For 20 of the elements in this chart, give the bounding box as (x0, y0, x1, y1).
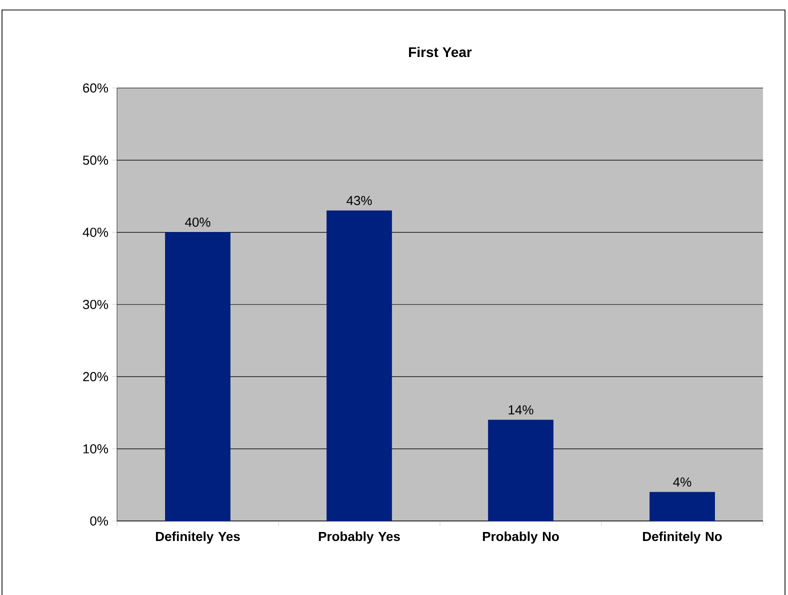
y-tick-label: 0% (90, 516, 108, 526)
bar (165, 232, 230, 522)
bar (488, 420, 554, 522)
y-tick-label: 50% (82, 156, 108, 165)
data-label: 40% (185, 218, 210, 227)
bar (650, 492, 715, 522)
data-label: 4% (673, 477, 692, 487)
data-label: 43% (346, 196, 372, 206)
y-tick-label: 40% (82, 228, 108, 237)
y-tick-label: 20% (83, 372, 108, 382)
y-tick-label: 30% (82, 300, 108, 310)
x-tick-label: Definitely Yes (156, 532, 240, 544)
x-tick-label: Probably No (482, 532, 559, 544)
x-tick-label: Probably Yes (318, 532, 400, 544)
data-label: 14% (508, 405, 534, 414)
y-tick-label: 60% (83, 83, 108, 93)
bar (326, 210, 392, 522)
y-tick-label: 10% (83, 444, 108, 454)
chart-title: First Year (409, 46, 472, 58)
x-tick-label: Definitely No (643, 532, 722, 544)
